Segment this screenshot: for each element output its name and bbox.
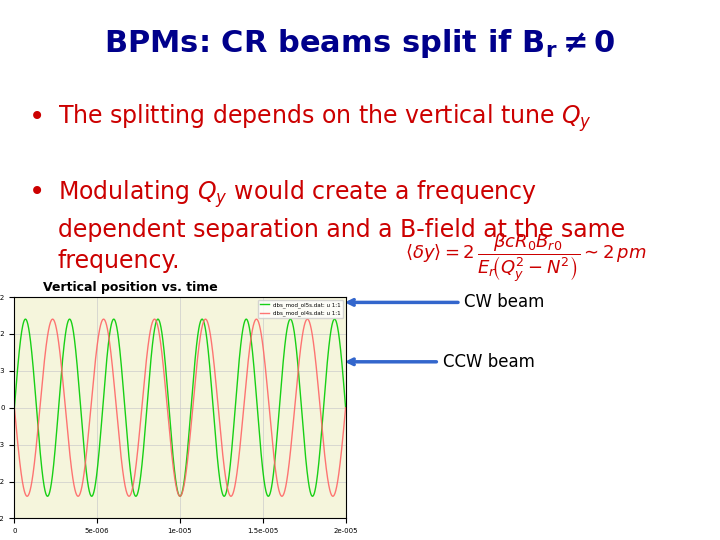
Text: Modulating $Q_y$ would create a frequency
dependent separation and a B-field at : Modulating $Q_y$ would create a frequenc… (58, 178, 625, 273)
Text: $\langle\delta y\rangle = 2\,\dfrac{\beta c R_0 B_{r0}}{E_r\!\left(Q_y^2 - N^2\r: $\langle\delta y\rangle = 2\,\dfrac{\bet… (405, 232, 647, 285)
Text: Vertical position vs. time: Vertical position vs. time (43, 281, 217, 294)
Text: •: • (29, 103, 45, 131)
Legend: dbs_mod_ol5s.dat: u 1:1, dbs_mod_ol4s.dat: u 1:1: dbs_mod_ol5s.dat: u 1:1, dbs_mod_ol4s.da… (258, 300, 343, 319)
Text: The splitting depends on the vertical tune $Q_y$: The splitting depends on the vertical tu… (58, 103, 592, 134)
Text: CW beam: CW beam (464, 293, 545, 312)
Text: BPMs: CR beams split if $\mathbf{B_r \neq 0}$: BPMs: CR beams split if $\mathbf{B_r \ne… (104, 27, 616, 60)
Text: CCW beam: CCW beam (443, 353, 535, 371)
Text: •: • (29, 178, 45, 206)
